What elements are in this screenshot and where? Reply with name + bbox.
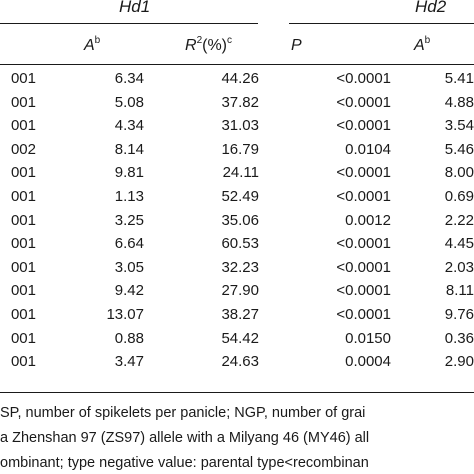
table-cell: 32.23 <box>221 258 259 276</box>
table-cell: 001 <box>10 188 36 205</box>
table-cell: 001 <box>10 117 36 135</box>
table-cell: 9.42 <box>114 282 144 300</box>
table-cell: 31.03 <box>221 117 259 135</box>
table-cell: 0.88 <box>114 329 144 347</box>
table-cell: 001 <box>10 164 36 182</box>
table-cell: <0.0001 <box>336 70 391 87</box>
table-cell: 0.0104 <box>345 140 391 158</box>
table-cell: 001 <box>10 70 36 87</box>
footnote-3: ombinant; type negative value: parental … <box>0 455 369 471</box>
table-cell: 16.79 <box>221 140 259 158</box>
header-rule <box>0 64 474 65</box>
table-cell: 8.11 <box>445 282 474 300</box>
table-cell: <0.0001 <box>336 258 391 276</box>
table-cell: 24.11 <box>222 164 259 182</box>
group-rule-hd2 <box>289 23 474 24</box>
table-cell: <0.0001 <box>336 306 391 323</box>
table-cell: 52.49 <box>221 188 259 205</box>
table-cell: 35.06 <box>221 211 259 229</box>
column-header-hd1-a: Ab <box>84 35 101 55</box>
table-cell: 001 <box>10 258 36 276</box>
table-cell: <0.0001 <box>336 282 391 300</box>
table-cell: 3.25 <box>114 211 144 229</box>
table-cell: 4.34 <box>114 117 144 135</box>
table-cell: 001 <box>10 282 36 300</box>
table-cell: 2.22 <box>444 211 474 229</box>
table-cell: 4.45 <box>444 235 474 253</box>
table-cell: 24.63 <box>221 353 259 371</box>
group-rule-hd1 <box>0 23 258 24</box>
table-cell: 4.88 <box>444 93 474 111</box>
table-cell: 002 <box>10 140 36 158</box>
table-cell: <0.0001 <box>336 188 391 205</box>
group-heading-hd2: Hd2 <box>415 0 447 16</box>
table-cell: 6.64 <box>114 235 144 253</box>
table-cell: 0.0012 <box>345 211 391 229</box>
table-cell: 001 <box>10 211 36 229</box>
table-cell: 0.0150 <box>345 329 391 347</box>
table-cell: 0.0004 <box>345 353 391 371</box>
footnote-1: SP, number of spikelets per panicle; NGP… <box>0 405 366 421</box>
table-cell: <0.0001 <box>336 235 391 253</box>
table-cell: 44.26 <box>221 70 259 87</box>
table-cell: 0.36 <box>444 329 474 347</box>
table-cell: 9.81 <box>114 164 144 182</box>
table-cell: 3.05 <box>114 258 144 276</box>
table-cell: 1.13 <box>114 188 144 205</box>
group-heading-hd1: Hd1 <box>119 0 151 16</box>
table-cell: 54.42 <box>221 329 259 347</box>
table-cell: 37.82 <box>221 93 259 111</box>
table-cell: <0.0001 <box>336 117 391 135</box>
table-cell: 8.00 <box>444 164 474 182</box>
table-cell: 001 <box>10 306 36 323</box>
table-cell: 001 <box>10 329 36 347</box>
table-cell: 5.41 <box>444 70 474 87</box>
table-bottom-rule <box>0 392 474 393</box>
table-cell: 5.08 <box>114 93 144 111</box>
table-cell: 38.27 <box>221 306 259 323</box>
table-cell: 60.53 <box>221 235 259 253</box>
table-cell: 2.90 <box>444 353 474 371</box>
column-header-hd2-a: Ab <box>414 35 431 55</box>
table-cell: 001 <box>10 93 36 111</box>
table-cell: 3.54 <box>444 117 474 135</box>
table-cell: 3.47 <box>114 353 144 371</box>
table-cell: 2.03 <box>444 258 474 276</box>
table-cell: 001 <box>10 235 36 253</box>
table-cell: 0.69 <box>444 188 474 205</box>
column-header-hd1-r2: R2(%)c <box>185 35 233 55</box>
table-cell: 27.90 <box>221 282 259 300</box>
column-header-hd2-p: P <box>291 37 302 54</box>
table-cell: 8.14 <box>114 140 144 158</box>
table-cell: <0.0001 <box>336 93 391 111</box>
table-cell: 9.76 <box>444 306 474 323</box>
table-cell: <0.0001 <box>336 164 391 182</box>
footnote-2: a Zhenshan 97 (ZS97) allele with a Milya… <box>0 430 370 446</box>
table-cell: 5.46 <box>444 140 474 158</box>
table-cell: 6.34 <box>114 70 144 87</box>
table-cell: 13.07 <box>106 306 144 323</box>
table-cell: 001 <box>10 353 36 371</box>
